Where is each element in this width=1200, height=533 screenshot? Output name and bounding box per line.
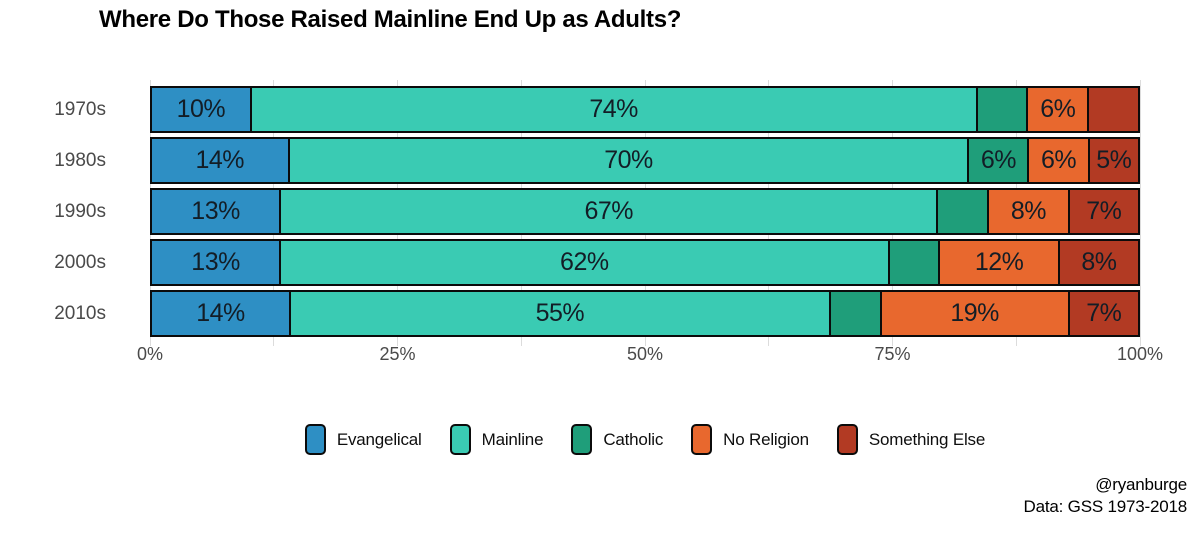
bar-segment-1970s-evangelical: 10%	[150, 86, 252, 133]
bar-row-1990s: 13% 67% 8% 7%	[150, 188, 1140, 235]
y-axis-label-2010s: 2010s	[54, 303, 106, 324]
bar-segment-value-label: 5%	[1096, 146, 1132, 174]
legend-swatch-mainline	[449, 424, 471, 455]
y-axis-label-2000s: 2000s	[54, 252, 106, 273]
x-axis-tick-label-50-: 50%	[626, 344, 664, 364]
bar-segment-2000s-no-religion: 12%	[938, 239, 1060, 286]
x-axis-tick-label-100-: 100%	[1116, 344, 1164, 364]
legend-label-evangelical: Evangelical	[336, 429, 422, 449]
bar-segment-value-label: 67%	[584, 197, 634, 225]
bar-segment-value-label: 74%	[589, 95, 638, 123]
chart-area: 10% 74% 6% 14% 70% 6% 6% 5% 13% 67% 8% 7% 13% 62% 12% 8…	[137, 80, 1163, 370]
bar-segment-1980s-no-religion: 6%	[1027, 137, 1090, 184]
bar-segment-1990s-no-religion: 8%	[987, 188, 1070, 235]
legend-item-catholic: Catholic	[571, 424, 663, 455]
bar-segment-2010s-something-else: 7%	[1067, 290, 1140, 337]
legend: Evangelical Mainline Catholic No Religion So…	[150, 424, 1140, 455]
bar-row-1980s: 14% 70% 6% 6% 5%	[150, 137, 1140, 184]
bar-segment-2000s-evangelical: 13%	[150, 239, 282, 286]
bar-segment-value-label: 6%	[1040, 95, 1076, 123]
bar-segment-value-label: 19%	[950, 299, 999, 327]
bar-segment-value-label: 14%	[195, 146, 245, 174]
legend-label-no-religion: No Religion	[723, 429, 809, 449]
credits: @ryanburge Data: GSS 1973-2018	[1023, 474, 1188, 518]
bar-segment-value-label: 10%	[176, 95, 226, 123]
bar-segment-1980s-catholic: 6%	[967, 137, 1030, 184]
credit-handle: @ryanburge	[1095, 475, 1187, 494]
bar-segment-1970s-mainline: 74%	[249, 86, 978, 133]
bar-segment-value-label: 8%	[1081, 248, 1117, 276]
credit-source: Data: GSS 1973-2018	[1023, 497, 1188, 516]
bar-segment-2000s-something-else: 8%	[1057, 239, 1140, 286]
bar-segment-value-label: 12%	[974, 248, 1024, 276]
bar-row-2000s: 13% 62% 12% 8%	[150, 239, 1140, 286]
legend-label-catholic: Catholic	[603, 429, 664, 449]
bar-segment-value-label: 13%	[191, 197, 240, 225]
bar-segment-1990s-catholic	[936, 188, 990, 235]
legend-swatch-something-else	[836, 424, 858, 455]
bar-rows: 10% 74% 6% 14% 70% 6% 6% 5% 13% 67% 8% 7% 13% 62% 12% 8…	[150, 86, 1141, 341]
y-axis-label-1980s: 1980s	[54, 150, 106, 171]
bar-row-2010s: 14% 55% 19% 7%	[150, 290, 1140, 337]
bar-segment-value-label: 13%	[191, 248, 240, 276]
bar-segment-1980s-evangelical: 14%	[150, 137, 290, 184]
bar-segment-1990s-something-else: 7%	[1067, 188, 1140, 235]
legend-item-something-else: Something Else	[836, 424, 986, 455]
bar-segment-value-label: 55%	[535, 299, 585, 327]
legend-swatch-evangelical	[304, 424, 326, 455]
y-axis-label-1970s: 1970s	[54, 99, 106, 120]
y-axis-label-1990s: 1990s	[54, 201, 106, 222]
bar-segment-value-label: 7%	[1086, 197, 1122, 225]
bar-segment-value-label: 8%	[1010, 197, 1047, 225]
chart-title: Where Do Those Raised Mainline End Up as…	[99, 6, 682, 33]
bar-segment-2010s-no-religion: 19%	[879, 290, 1070, 337]
bar-segment-2010s-mainline: 55%	[288, 290, 831, 337]
legend-label-mainline: Mainline	[481, 429, 544, 449]
bar-row-1970s: 10% 74% 6%	[150, 86, 1141, 133]
legend-swatch-no-religion	[691, 424, 713, 455]
legend-label-something-else: Something Else	[868, 429, 986, 449]
bar-segment-value-label: 70%	[604, 146, 653, 174]
legend-swatch-catholic	[571, 424, 593, 455]
bar-segment-1970s-catholic	[975, 86, 1029, 133]
bar-segment-1980s-something-else: 5%	[1087, 137, 1140, 184]
bar-segment-1990s-mainline: 67%	[279, 188, 939, 235]
bar-segment-2010s-catholic	[828, 290, 882, 337]
bar-segment-1970s-no-religion: 6%	[1026, 86, 1090, 133]
legend-item-mainline: Mainline	[449, 424, 544, 455]
bar-segment-value-label: 6%	[980, 146, 1017, 174]
bar-segment-value-label: 14%	[196, 299, 245, 327]
x-axis-tick-label-25-: 25%	[379, 344, 416, 364]
bar-segment-value-label: 6%	[1040, 146, 1077, 174]
legend-item-evangelical: Evangelical	[304, 424, 422, 455]
bar-segment-value-label: 62%	[560, 248, 609, 276]
bar-segment-2000s-catholic	[887, 239, 941, 286]
x-axis-tick-label-75-: 75%	[874, 344, 911, 364]
bar-segment-1980s-mainline: 70%	[287, 137, 970, 184]
bar-segment-2000s-mainline: 62%	[279, 239, 890, 286]
gridline	[1139, 80, 1141, 346]
bar-segment-2010s-evangelical: 14%	[150, 290, 291, 337]
bar-segment-1970s-something-else	[1087, 86, 1141, 133]
bar-segment-value-label: 7%	[1086, 299, 1122, 327]
legend-item-no-religion: No Religion	[691, 424, 809, 455]
bar-segment-1990s-evangelical: 13%	[150, 188, 282, 235]
x-axis-tick-label-0-: 0%	[136, 344, 164, 364]
y-axis-labels: 1970s 1980s 1990s 2000s 2010s	[0, 86, 106, 341]
